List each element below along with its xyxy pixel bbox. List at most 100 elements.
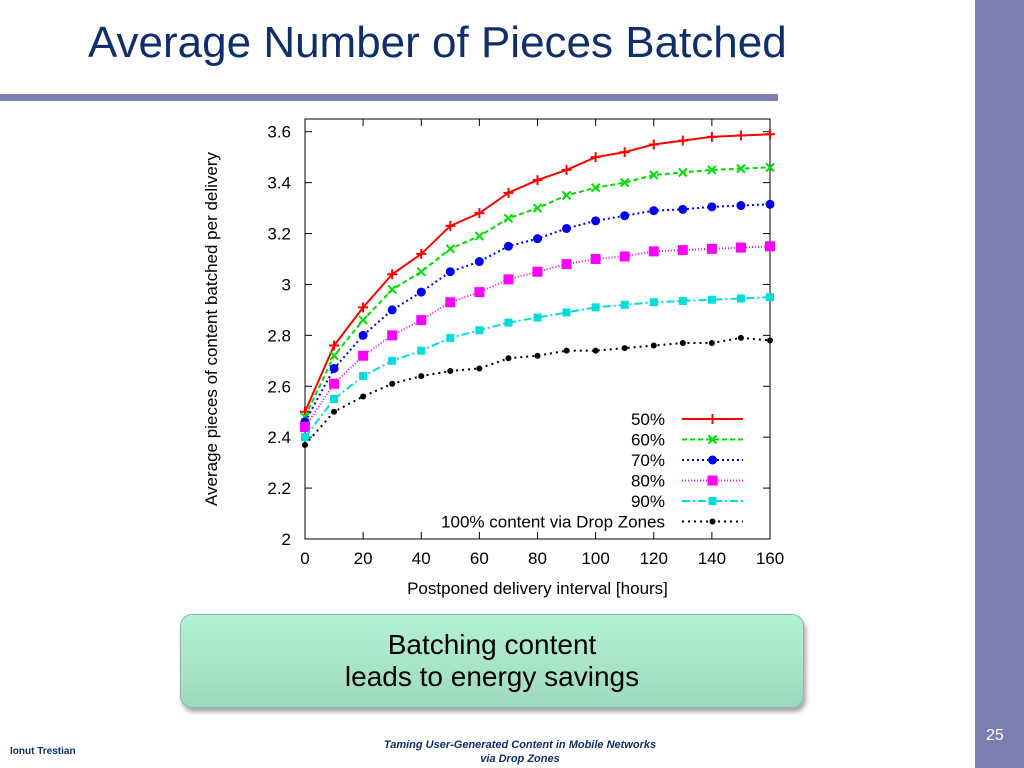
x-tick-label: 160 [756,549,784,568]
y-axis-label: Average pieces of content batched per de… [202,151,221,506]
right-accent-bar [975,0,1024,768]
data-point [300,422,310,432]
page-number: 25 [986,727,1004,744]
data-point [474,287,485,298]
data-point [534,352,541,359]
data-point [302,441,308,448]
data-point [707,414,718,424]
series-line [304,166,771,418]
data-point [387,330,398,341]
data-point [707,165,717,175]
data-point [592,347,599,354]
data-point [677,135,688,146]
data-point [329,378,340,389]
y-tick-label: 3.4 [267,174,291,193]
x-tick-label: 120 [640,549,668,568]
y-tick-label: 2.6 [267,377,291,396]
data-point [445,297,456,308]
data-point [387,305,397,315]
y-tick-label: 2.2 [267,479,291,498]
data-point [765,162,775,173]
data-point [331,408,338,415]
footer-line-1: Taming User-Generated Content in Mobile … [383,739,657,751]
data-point [650,342,657,349]
data-point [474,257,484,267]
data-point [503,241,513,251]
data-point [358,302,369,313]
data-point [358,350,369,361]
data-point [767,337,773,344]
footer-line-2: via Drop Zones [480,753,560,765]
data-point [301,433,309,442]
data-point [416,248,427,259]
data-point [707,202,717,212]
data-point [765,241,775,252]
data-point [708,497,717,505]
data-point [533,313,542,322]
data-point [416,267,426,277]
data-point [706,131,717,142]
data-point [736,201,746,211]
data-point [619,177,630,188]
data-point [329,363,339,373]
data-point [561,164,572,175]
series [300,241,775,432]
data-point [708,340,715,346]
data-point [561,259,572,270]
x-tick-label: 60 [470,549,489,568]
data-point [503,213,514,223]
legend-label: 60% [631,431,665,450]
series [300,129,775,417]
footer-presentation-title: Taming User-Generated Content in Mobile … [340,738,700,766]
data-point [707,475,718,486]
x-tick-label: 40 [412,549,431,568]
legend-label: 100% content via Drop Zones [441,513,665,532]
data-point [707,295,716,304]
data-point [648,139,659,150]
y-tick-label: 3.2 [267,225,291,244]
data-point [678,204,688,214]
data-point [709,518,716,525]
legend-label: 70% [631,451,665,470]
data-point [563,347,570,354]
data-point [330,395,339,403]
data-point [679,340,686,346]
data-point [619,147,630,158]
data-point [707,434,718,445]
data-point [591,303,600,312]
data-point [358,315,368,325]
x-axis-label: Postponed delivery interval [hours] [407,579,668,598]
data-point [504,318,513,327]
data-point [503,187,514,198]
data-point [503,274,514,285]
title-underline [0,94,778,101]
data-point [735,242,746,253]
data-point [765,199,775,209]
data-point [389,380,396,387]
data-point [475,326,484,335]
x-tick-label: 20 [354,549,373,568]
data-point [678,297,687,305]
callout-line-1: Batching content [387,629,597,660]
series-line [304,245,771,428]
legend-label: 80% [631,472,665,491]
data-point [474,208,485,219]
data-point [708,455,717,465]
data-point [532,266,543,277]
series [300,199,775,427]
data-point [532,175,543,186]
data-point [561,190,572,201]
data-point [329,340,340,351]
data-point [590,152,601,163]
series [301,293,774,442]
y-tick-label: 2.8 [267,326,291,345]
data-point [360,393,367,400]
data-point [621,345,628,352]
data-point [418,373,425,380]
footer-author: Ionut Trestian [10,746,76,757]
y-tick-label: 3 [282,275,291,294]
data-point [706,243,717,254]
data-point [388,356,397,365]
data-point [735,130,746,141]
data-point [445,220,456,231]
